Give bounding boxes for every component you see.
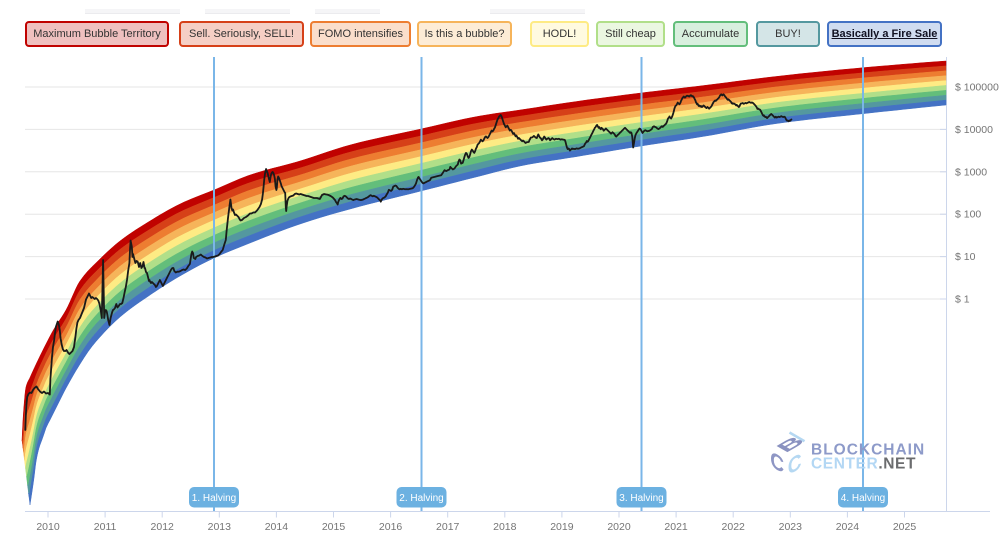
svg-text:2022: 2022 <box>722 521 746 533</box>
svg-text:2019: 2019 <box>550 521 574 533</box>
svg-text:2010: 2010 <box>36 521 60 533</box>
svg-text:2025: 2025 <box>893 521 917 533</box>
svg-text:2. Halving: 2. Halving <box>399 493 443 504</box>
svg-text:2014: 2014 <box>265 521 289 533</box>
svg-text:2015: 2015 <box>322 521 346 533</box>
svg-text:$ 1000: $ 1000 <box>955 166 987 178</box>
svg-text:$ 10000: $ 10000 <box>955 124 993 136</box>
svg-text:2012: 2012 <box>151 521 175 533</box>
svg-text:2011: 2011 <box>94 521 117 533</box>
svg-text:$ 100000: $ 100000 <box>955 82 999 94</box>
svg-text:2020: 2020 <box>607 521 631 533</box>
svg-text:2023: 2023 <box>779 521 803 533</box>
svg-text:2024: 2024 <box>836 521 860 533</box>
svg-text:CENTER.NET: CENTER.NET <box>811 456 916 473</box>
svg-text:2017: 2017 <box>436 521 460 533</box>
svg-text:C: C <box>788 447 802 480</box>
svg-text:BLOCKCHAIN: BLOCKCHAIN <box>811 442 925 459</box>
svg-text:2016: 2016 <box>379 521 403 533</box>
svg-text:$ 1: $ 1 <box>955 294 970 306</box>
svg-text:4. Halving: 4. Halving <box>841 493 885 504</box>
svg-text:$ 100: $ 100 <box>955 209 981 221</box>
svg-text:2013: 2013 <box>208 521 232 533</box>
svg-text:C: C <box>770 446 784 479</box>
svg-text:1. Halving: 1. Halving <box>192 493 236 504</box>
svg-text:3. Halving: 3. Halving <box>619 493 663 504</box>
svg-text:2021: 2021 <box>664 521 688 533</box>
svg-text:2018: 2018 <box>493 521 517 533</box>
svg-text:$ 10: $ 10 <box>955 251 976 263</box>
